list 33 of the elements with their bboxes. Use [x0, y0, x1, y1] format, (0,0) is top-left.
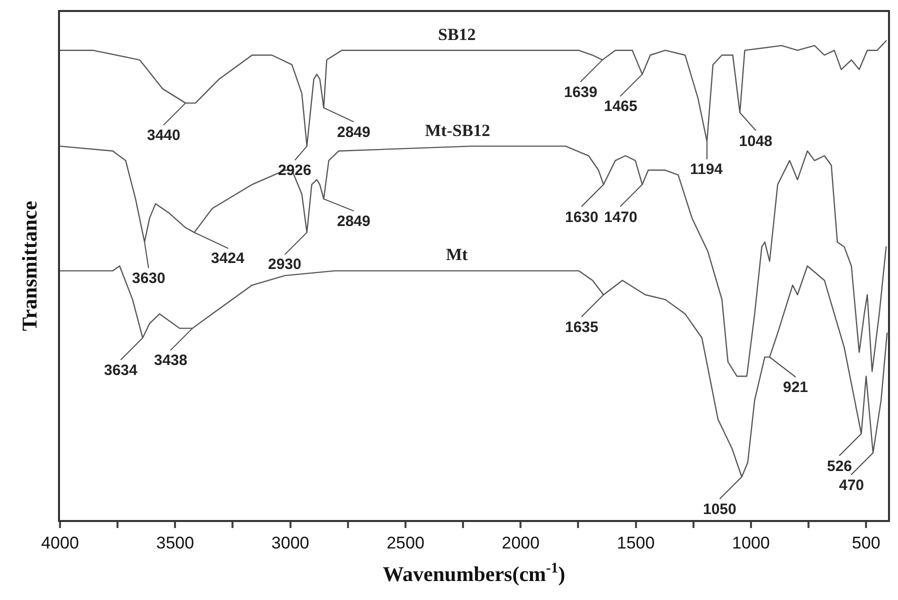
x-tick-label: 4000 [41, 533, 79, 552]
x-tick-label: 1500 [616, 533, 655, 552]
annotation: 2849 [337, 124, 370, 141]
annotation: 1194 [690, 161, 724, 178]
annotation: 2930 [268, 256, 302, 273]
x-tick-label: 500 [852, 533, 880, 552]
annotation: 3424 [211, 250, 246, 267]
x-axis-title: Wavenumbers(cm$^{-1}$) [382, 560, 566, 586]
annotation: 3630 [132, 270, 166, 287]
annotation: 2926 [278, 162, 312, 179]
x-tick-label: 3500 [156, 533, 194, 552]
annotation: 921 [783, 379, 808, 396]
x-tick-label: 2500 [386, 533, 424, 552]
annotation: 1630 [565, 209, 598, 226]
series-label: SB12 [438, 25, 476, 44]
annotation: 3438 [154, 352, 188, 369]
series-label: Mt-SB12 [425, 121, 490, 140]
annotation: 3634 [104, 362, 138, 379]
annotation: 470 [839, 477, 864, 494]
annotation: 3440 [147, 127, 180, 144]
annotation: 1639 [564, 84, 598, 101]
annotation: 1048 [739, 133, 772, 150]
annotation: 1635 [565, 319, 598, 336]
x-tick-label: 3000 [271, 533, 310, 552]
x-tick-label: 2000 [502, 533, 540, 552]
annotation: 526 [827, 458, 852, 475]
annotation: 1465 [604, 98, 638, 115]
annotation: 1470 [604, 209, 638, 226]
annotation: 1050 [703, 501, 736, 518]
series-label: Mt [446, 245, 468, 264]
x-tick-label: 1000 [732, 533, 770, 552]
annotation: 2849 [337, 213, 370, 230]
y-axis-title: Transmittance [18, 200, 42, 332]
